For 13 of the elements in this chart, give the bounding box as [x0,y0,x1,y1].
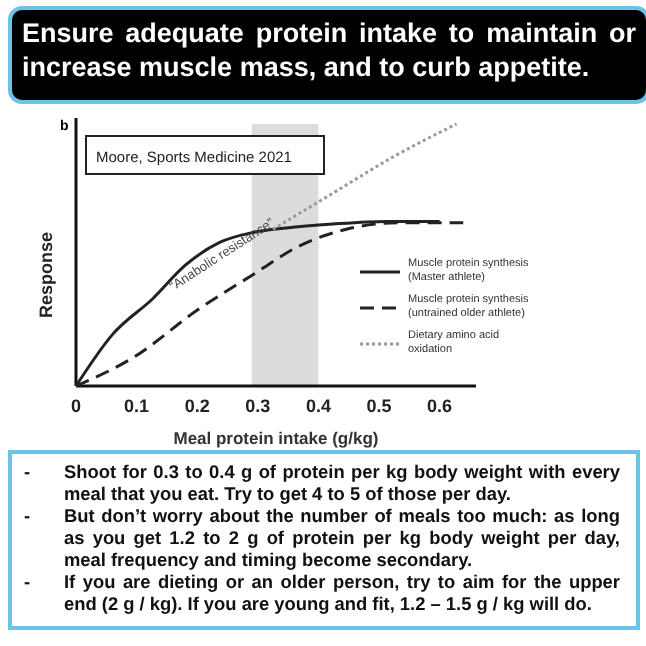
text: - If you are dieting or an older person, try to aim for the upper end (2 g / kg). If you are young and fit, 1.2 – 1.5 g / kg will do. [24,572,620,614]
x-tick-label: 0.3 [245,396,271,416]
x-tick-label: 0.2 [184,396,210,416]
chart-title: Ensure adequate protein intake to maintain or increase muscle mass, and to curb appetite. [8,6,646,104]
text: - Shoot for 0.3 to 0.4 g of protein per kg body weight with every meal that you eat. Try to get 4 to 5 of those per day. [24,462,620,504]
x-tick-label: 0.5 [366,396,392,416]
y-axis-title: Response [36,231,56,319]
x-tick-label: 0.6 [427,396,453,416]
x-tick-label: 0 [70,396,82,416]
x-tick-label: 0.4 [305,396,331,416]
x-axis-title: Meal protein intake (g/kg) [173,428,379,448]
x-tick-label: 0.1 [124,396,150,416]
text: - But don’t worry about the number of meals too much: as long as you get 1.2 to 2 g of protein per kg body weight per day, meal frequency and timing become secondary. [24,506,620,570]
